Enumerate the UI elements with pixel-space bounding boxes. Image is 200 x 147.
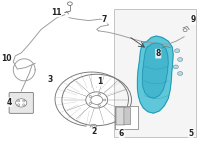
Polygon shape — [142, 43, 168, 98]
Text: 5: 5 — [188, 128, 194, 138]
Text: 3: 3 — [47, 75, 53, 84]
Circle shape — [98, 93, 100, 95]
FancyBboxPatch shape — [116, 107, 125, 125]
Text: 9: 9 — [190, 15, 196, 24]
Bar — [114, 9, 196, 137]
Circle shape — [18, 104, 20, 106]
Circle shape — [23, 104, 25, 106]
Text: 6: 6 — [119, 129, 124, 138]
FancyBboxPatch shape — [124, 108, 131, 125]
Circle shape — [178, 72, 183, 75]
Text: 10: 10 — [1, 54, 12, 63]
Circle shape — [23, 100, 25, 102]
Circle shape — [18, 100, 20, 102]
Circle shape — [89, 103, 91, 104]
Circle shape — [98, 105, 100, 106]
Polygon shape — [137, 36, 173, 113]
Circle shape — [175, 49, 180, 53]
FancyBboxPatch shape — [9, 92, 33, 113]
Text: 8: 8 — [156, 49, 161, 58]
Circle shape — [178, 58, 183, 61]
Text: 4: 4 — [7, 98, 12, 107]
Circle shape — [92, 125, 95, 127]
Circle shape — [103, 99, 106, 101]
Text: 1: 1 — [97, 77, 102, 86]
Text: 2: 2 — [91, 127, 96, 136]
Text: 7: 7 — [102, 15, 107, 24]
Circle shape — [173, 65, 178, 69]
Circle shape — [91, 124, 97, 129]
Circle shape — [16, 99, 27, 107]
Circle shape — [89, 96, 91, 97]
Bar — [115, 106, 138, 129]
Text: 11: 11 — [51, 8, 61, 17]
